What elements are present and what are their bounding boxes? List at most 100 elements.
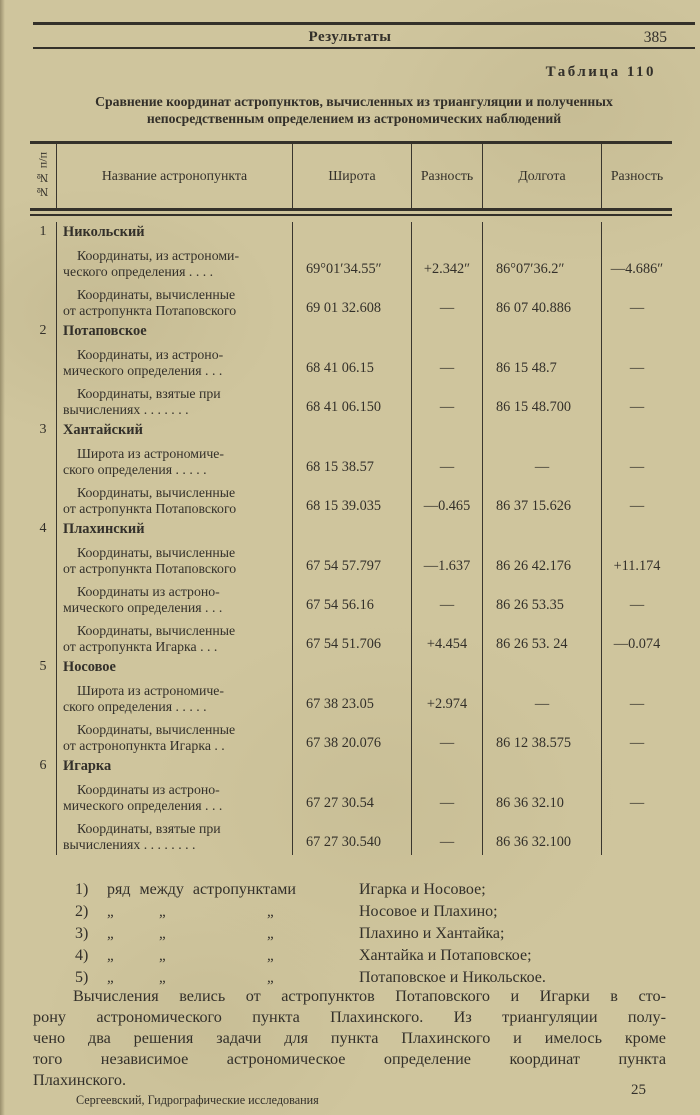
list-item: 2) „ „ „ Носовое и Плахино; [75, 901, 546, 923]
footer-signature: Сергеевский, Гидрографические исследован… [76, 1093, 319, 1107]
table-row: Координаты, вычисленные от астропункта По… [30, 282, 672, 321]
dash-value: — [629, 795, 645, 811]
entry-label-line2: вычислениях . . . . . . . . [63, 836, 196, 852]
dash-value: — [439, 597, 455, 613]
value-cell: —0.074 [601, 618, 672, 657]
entry-label-line2: ского определения . . . . . [63, 698, 207, 714]
entry-label-line2: вычислениях . . . . . . . [63, 401, 189, 417]
astropoint-name: Носовое [56, 657, 292, 678]
header-difference-2: Разность [601, 144, 672, 208]
coordinate-value: 86 26 53. 24 [496, 636, 568, 652]
value-cell: — [411, 717, 482, 756]
ditto-mark: „ [107, 904, 114, 920]
value-cell: — [411, 579, 482, 618]
coordinate-value: 69°01′34.55″ [306, 261, 382, 277]
list-item-number: 1) [75, 881, 89, 898]
dash-value: — [439, 834, 455, 850]
empty-cell [30, 678, 56, 717]
dash-value: — [629, 300, 645, 316]
table-row: Координаты, взятые при вычислениях . . . … [30, 381, 672, 420]
entry-label: Координаты, вычисленные от астронопункта … [56, 717, 292, 756]
coordinate-value: —4.686″ [610, 261, 664, 277]
empty-cell [482, 222, 601, 243]
list-item-number: 2) [75, 903, 89, 920]
ditto-mark: „ [107, 926, 114, 942]
coordinate-value: 86 36 32.10 [496, 795, 564, 811]
value-cell: — [601, 381, 672, 420]
coordinate-value: 86 37 15.626 [496, 498, 572, 514]
entry-label-line2: мического определения . . . [63, 797, 223, 813]
value-cell: —0.465 [411, 480, 482, 519]
entry-label-line1: Координаты, взятые при [77, 386, 221, 401]
table-row: Координаты, из астроно-мического определ… [30, 342, 672, 381]
value-cell: 69 01 32.608 [292, 282, 411, 321]
table-row: Координаты, вычисленные от астронопункта … [30, 717, 672, 756]
value-cell: 86 26 53.35 [482, 579, 601, 618]
value-cell: 86 26 53. 24 [482, 618, 601, 657]
empty-cell [30, 282, 56, 321]
value-cell: 68 41 06.150 [292, 381, 411, 420]
row-number: 6 [39, 758, 47, 773]
entry-label-line1: Координаты, вычисленные [77, 485, 236, 500]
list-item-phrase: „ „ „ [107, 901, 359, 923]
dash-value: — [439, 399, 455, 415]
entry-label-line1: Координаты, из астрономи- [77, 248, 240, 263]
paragraph-line: Плахинского. [33, 1071, 127, 1089]
coordinate-value: 86 15 48.700 [496, 399, 572, 415]
empty-cell [482, 519, 601, 540]
value-cell: — [601, 480, 672, 519]
value-cell: +2.974 [411, 678, 482, 717]
entry-label-line1: Координаты, вычисленные [77, 623, 236, 638]
comparison-table: №№ п/п Название астронопункта Широта Раз… [30, 141, 672, 855]
empty-cell [292, 756, 411, 777]
coordinate-value: 67 54 57.797 [306, 558, 382, 574]
coordinate-value: 86 12 38.575 [496, 735, 572, 751]
entry-label: Координаты, вычисленные от астропункта По… [56, 540, 292, 579]
coordinate-value: 67 27 30.540 [306, 834, 382, 850]
empty-cell [30, 816, 56, 855]
ditto-mark: „ [267, 970, 274, 986]
entry-label: Широта из астрономиче-ского определения … [56, 441, 292, 480]
empty-cell [411, 420, 482, 441]
table-row: 2 Потаповское [30, 321, 672, 342]
list-item: 3) „ „ „ Плахино и Хантайка; [75, 923, 546, 945]
entry-label-line1: Координаты, из астроно- [77, 347, 224, 362]
coordinate-value: 67 38 23.05 [306, 696, 374, 712]
dash-value: — [534, 696, 550, 712]
coordinate-value: 86 26 42.176 [496, 558, 572, 574]
row-number: 3 [39, 422, 47, 437]
table-row: 5 Носовое [30, 657, 672, 678]
paragraph-line: того независимое астрономическое определ… [33, 1050, 666, 1068]
coordinate-value: +11.174 [613, 558, 661, 574]
value-cell: 67 27 30.54 [292, 777, 411, 816]
table-title-line2: непосредственным определением из астроно… [146, 111, 562, 126]
paragraph-line: чено два решения задачи для пункта Плахи… [33, 1029, 666, 1047]
table-row: Широта из астрономиче-ского определения … [30, 441, 672, 480]
page-number: 385 [643, 29, 667, 46]
empty-cell [601, 657, 672, 678]
empty-cell [411, 657, 482, 678]
table-row: Координаты, взятые при вычислениях . . . … [30, 816, 672, 855]
empty-cell [601, 519, 672, 540]
ditto-mark: „ [159, 948, 166, 964]
empty-cell [30, 540, 56, 579]
list-item-number: 3) [75, 925, 89, 942]
table-row: 4 Плахинский [30, 519, 672, 540]
coordinate-value: 67 38 20.076 [306, 735, 382, 751]
dash-value: — [439, 360, 455, 376]
coordinate-value: 68 41 06.150 [306, 399, 382, 415]
empty-cell [30, 579, 56, 618]
value-cell: +2.342″ [411, 243, 482, 282]
ditto-mark: „ [107, 970, 114, 986]
astropoint-name: Плахинский [56, 519, 292, 540]
header-num: №№ п/п [35, 152, 50, 200]
ditto-mark: „ [159, 970, 166, 986]
entry-label: Координаты, взятые при вычислениях . . . … [56, 816, 292, 855]
value-cell: 86 36 32.10 [482, 777, 601, 816]
value-cell: — [411, 282, 482, 321]
entry-label-line2: от астропункта Игарка . . . [63, 638, 218, 654]
entry-label: Координаты из астроно-мического определе… [56, 579, 292, 618]
entry-label: Координаты, из астрономи-ческого определ… [56, 243, 292, 282]
table-row: Координаты из астроно-мического определе… [30, 579, 672, 618]
value-cell: —4.686″ [601, 243, 672, 282]
